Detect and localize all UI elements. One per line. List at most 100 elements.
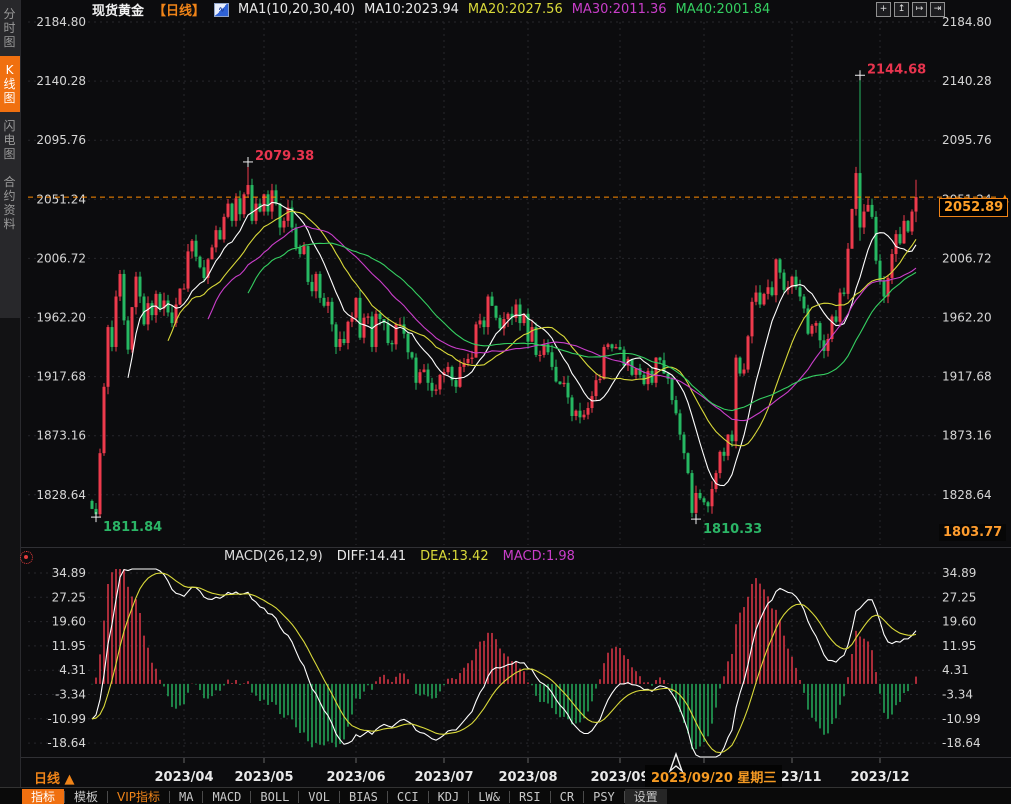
crosshair-move-icon[interactable]: + (876, 2, 891, 17)
svg-text:27.25: 27.25 (942, 590, 976, 604)
toolbar-item-VIP指标[interactable]: VIP指标 (117, 789, 161, 804)
svg-text:34.89: 34.89 (942, 566, 976, 580)
svg-text:2051.24: 2051.24 (36, 192, 86, 206)
indicator-settings-icon[interactable] (20, 551, 33, 564)
svg-text:1962.20: 1962.20 (36, 311, 86, 325)
toolbar-item-设置[interactable]: 设置 (624, 788, 667, 804)
toolbar-separator (549, 790, 551, 803)
toolbar-item-PSY[interactable]: PSY (593, 789, 615, 804)
toolbar-separator (250, 790, 252, 803)
svg-text:1962.20: 1962.20 (942, 311, 992, 325)
svg-text:2023/06: 2023/06 (326, 770, 385, 785)
svg-text:-10.99: -10.99 (47, 712, 86, 726)
chart-header: 现货黄金 【日线】 ∿ MA1(10,20,30,40) MA10:2023.94… (92, 2, 771, 19)
svg-text:2023/09: 2023/09 (590, 770, 649, 785)
svg-text:1811.84: 1811.84 (103, 520, 162, 535)
scale-right-axis-icon[interactable]: ↦ (912, 2, 927, 17)
sidebar-tab-0[interactable]: 分时图 (3, 7, 17, 49)
svg-text:2006.72: 2006.72 (36, 251, 86, 265)
svg-text:2023/08: 2023/08 (498, 770, 557, 785)
highlighted-date-label: 2023/09/20 星期三 (645, 765, 783, 788)
svg-text:1828.64: 1828.64 (942, 488, 992, 502)
svg-text:2144.68: 2144.68 (867, 62, 926, 77)
svg-text:11.95: 11.95 (942, 639, 976, 653)
shift-right-icon[interactable]: ⇥ (930, 2, 945, 17)
mouse-cursor-icon (668, 752, 684, 774)
svg-text:2095.76: 2095.76 (942, 133, 992, 147)
svg-text:-18.64: -18.64 (47, 736, 86, 750)
svg-text:2184.80: 2184.80 (942, 15, 992, 29)
period-tag: 【日线】 (153, 4, 206, 19)
svg-text:-3.34: -3.34 (55, 688, 86, 702)
toolbar-separator (468, 790, 470, 803)
macd-dea-value: DEA:13.42 (420, 549, 489, 564)
toolbar-separator (338, 790, 340, 803)
svg-text:2140.28: 2140.28 (942, 74, 992, 88)
svg-text:2006.72: 2006.72 (942, 251, 992, 265)
svg-text:34.89: 34.89 (52, 566, 86, 580)
scale-up-axis-icon[interactable]: ↥ (894, 2, 909, 17)
svg-text:11.95: 11.95 (52, 639, 86, 653)
svg-text:-18.64: -18.64 (942, 736, 981, 750)
toolbar-item-CR[interactable]: CR (559, 789, 575, 804)
ma-group-label: MA1(10,20,30,40) (238, 2, 356, 17)
toolbar-separator (64, 790, 66, 803)
ma10-value: MA10:2023.94 (364, 2, 459, 17)
sidebar-tab-2[interactable]: 闪电图 (3, 119, 17, 161)
toolbar-item-MACD[interactable]: MACD (212, 789, 242, 804)
toolbar-separator (298, 790, 300, 803)
svg-text:4.31: 4.31 (942, 663, 969, 677)
svg-text:1810.33: 1810.33 (703, 522, 762, 537)
toolbar-item-CCI[interactable]: CCI (396, 789, 419, 804)
toolbar-separator (107, 790, 109, 803)
toolbar-item-模板[interactable]: 模板 (74, 789, 99, 804)
toolbar-separator (583, 790, 585, 803)
toolbar-separator (202, 790, 204, 803)
svg-text:2023/05: 2023/05 (234, 770, 293, 785)
ma30-value: MA30:2011.36 (571, 2, 667, 17)
toolbar-separator (427, 790, 429, 803)
toolbar-item-MA[interactable]: MA (179, 789, 194, 804)
svg-text:-10.99: -10.99 (942, 712, 981, 726)
session-low-badge: 1803.77 (939, 524, 1007, 541)
toolbar-separator (386, 790, 388, 803)
chart-control-buttons: + ↥ ↦ ⇥ (876, 2, 945, 17)
svg-text:2079.38: 2079.38 (255, 149, 314, 164)
svg-text:2140.28: 2140.28 (36, 74, 86, 88)
toolbar-item-BOLL[interactable]: BOLL (260, 789, 290, 804)
svg-text:2184.80: 2184.80 (36, 15, 86, 29)
svg-text:-3.34: -3.34 (942, 688, 973, 702)
toolbar-item-指标[interactable]: 指标 (22, 788, 65, 804)
indicator-toolbar: 指标 模板 VIP指标 MA MACD BOLL VOL BIAS CCI KDJ LW& RSI CR… (0, 787, 1011, 804)
toolbar-separator (508, 790, 510, 803)
period-up-arrow-icon: ▲ (64, 772, 75, 787)
period-footer[interactable]: 日线 ▲ (34, 772, 75, 787)
toolbar-item-LW&[interactable]: LW& (478, 789, 500, 804)
toolbar-item-KDJ[interactable]: KDJ (437, 789, 460, 804)
symbol-name: 现货黄金 (92, 4, 145, 19)
ma40-value: MA40:2001.84 (675, 2, 771, 17)
svg-text:1828.64: 1828.64 (36, 488, 86, 502)
macd-hist-value: MACD:1.98 (502, 549, 575, 564)
macd-diff-value: DIFF:14.41 (336, 549, 407, 564)
svg-text:2023/07: 2023/07 (414, 770, 473, 785)
svg-text:2023/12: 2023/12 (850, 770, 909, 785)
toolbar-separator (623, 790, 625, 803)
toolbar-item-RSI[interactable]: RSI (518, 789, 541, 804)
svg-text:4.31: 4.31 (59, 663, 86, 677)
svg-text:1873.16: 1873.16 (942, 429, 992, 443)
current-price-badge: 2052.89 (939, 198, 1009, 217)
svg-text:1917.68: 1917.68 (36, 370, 86, 384)
svg-text:1917.68: 1917.68 (942, 370, 992, 384)
sidebar-tab-3[interactable]: 合约资料 (3, 175, 17, 231)
toolbar-item-VOL[interactable]: VOL (308, 789, 330, 804)
svg-text:19.60: 19.60 (942, 615, 976, 629)
svg-text:2023/04: 2023/04 (154, 770, 213, 785)
toolbar-item-BIAS[interactable]: BIAS (348, 789, 378, 804)
svg-text:19.60: 19.60 (52, 615, 86, 629)
